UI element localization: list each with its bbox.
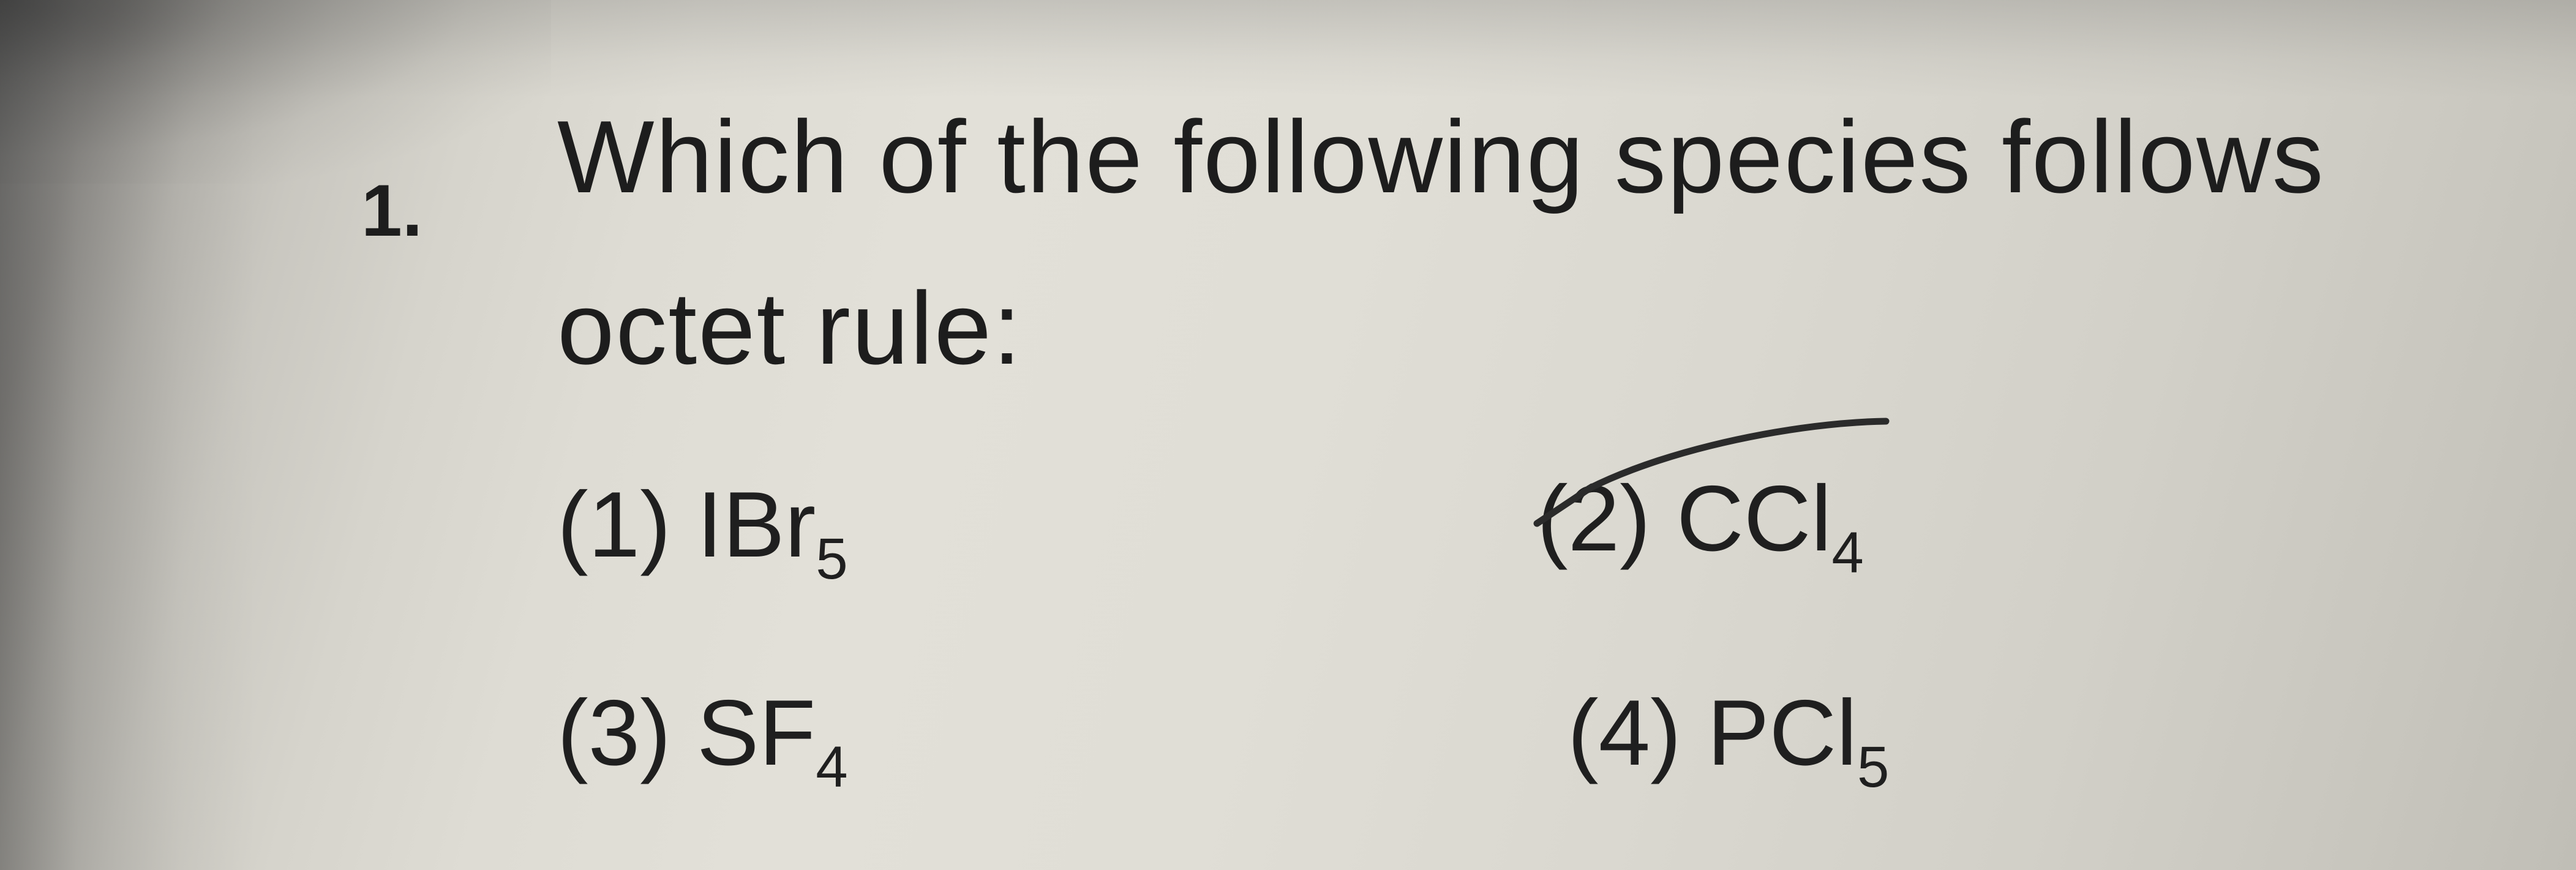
option-2: (2) CCl4 xyxy=(1537,465,1864,583)
option-4: (4) PCl5 xyxy=(1568,680,1889,797)
question-number: 1. xyxy=(361,168,422,253)
option-3-label: (3) xyxy=(557,681,671,785)
spine-shadow xyxy=(0,0,257,870)
question-line-1: Which of the following species follows xyxy=(557,98,2325,216)
option-4-formula: PCl5 xyxy=(1707,681,1889,785)
option-2-formula: CCl4 xyxy=(1677,467,1864,571)
option-1-formula: IBr5 xyxy=(697,473,848,577)
option-3: (3) SF4 xyxy=(557,680,848,797)
question-line-2: octet rule: xyxy=(557,269,1023,388)
corner-shadow xyxy=(0,0,551,184)
option-4-label: (4) xyxy=(1568,681,1681,785)
option-2-label: (2) xyxy=(1537,467,1651,571)
option-3-formula: SF4 xyxy=(697,681,848,785)
option-1: (1) IBr5 xyxy=(557,471,848,589)
option-1-label: (1) xyxy=(557,473,671,577)
top-shadow xyxy=(0,0,2576,98)
